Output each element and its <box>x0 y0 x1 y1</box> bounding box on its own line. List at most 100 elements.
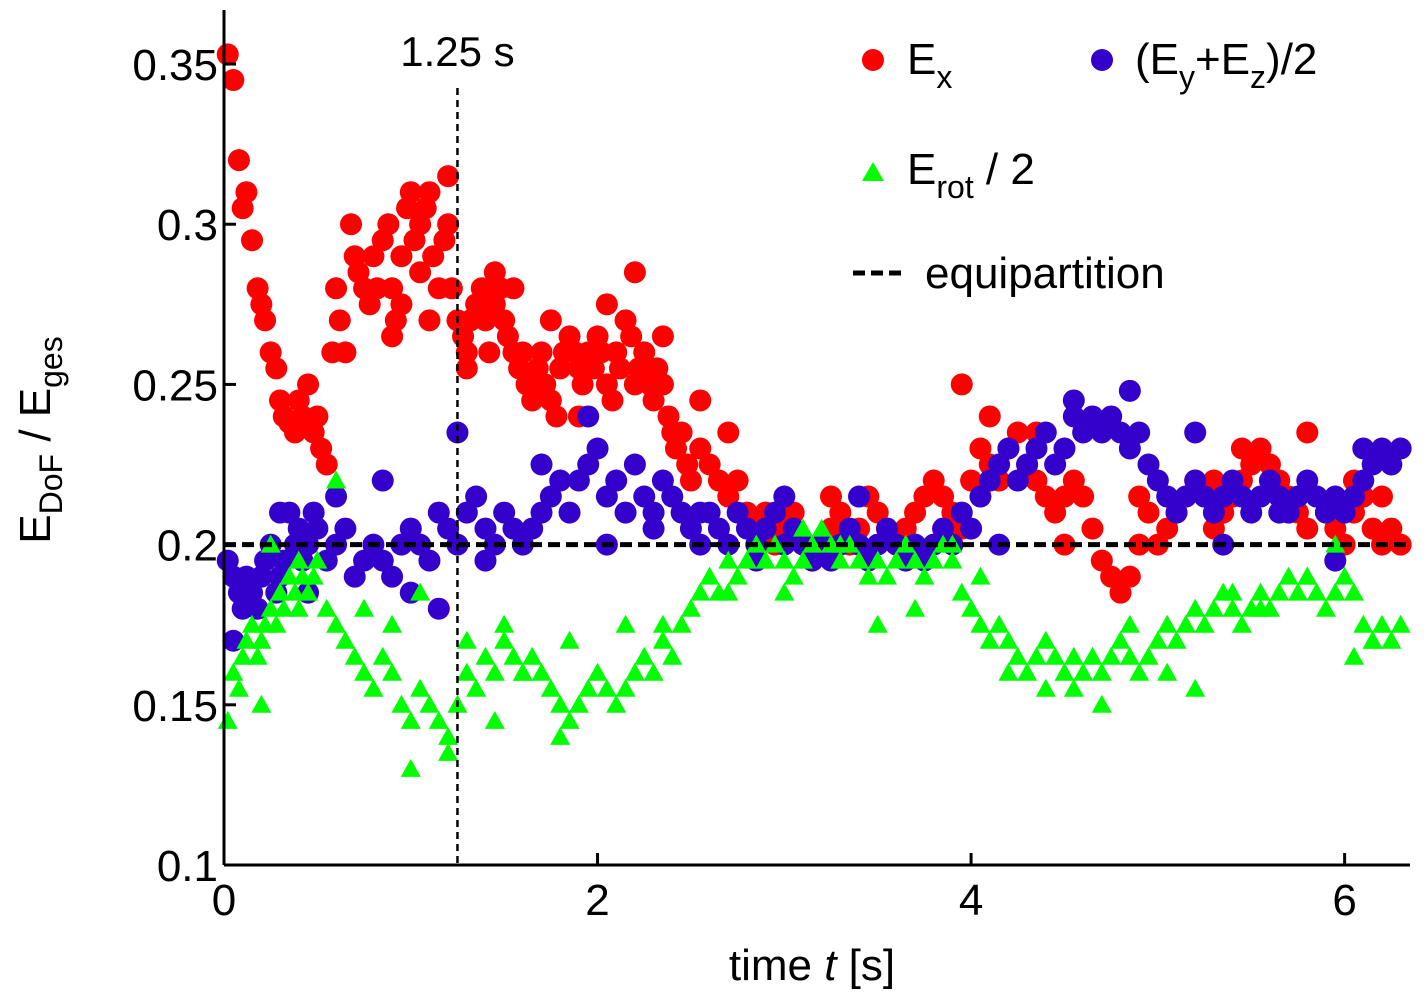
data-point <box>877 566 898 585</box>
data-point <box>521 517 544 540</box>
data-point <box>1184 421 1207 444</box>
data-point <box>1389 437 1412 460</box>
data-point <box>605 469 628 492</box>
data-point <box>1286 485 1309 508</box>
data-point <box>1185 678 1206 697</box>
data-point <box>1119 614 1140 633</box>
data-point <box>1343 582 1364 601</box>
data-point <box>671 614 692 633</box>
data-point <box>559 710 580 729</box>
data-point <box>830 550 851 569</box>
data-point <box>1184 469 1207 492</box>
data-point <box>1381 630 1402 649</box>
data-point <box>717 421 740 444</box>
data-point <box>615 678 636 697</box>
data-point <box>848 485 871 508</box>
data-point <box>273 598 294 617</box>
data-point <box>914 566 935 585</box>
data-point <box>399 517 422 540</box>
data-point <box>409 533 432 556</box>
data-point <box>1025 469 1048 492</box>
data-point <box>1053 437 1076 460</box>
legend-marker-erot <box>862 162 884 181</box>
data-point <box>829 501 852 524</box>
data-point <box>269 501 292 524</box>
data-point <box>1044 453 1067 476</box>
data-point <box>390 533 413 556</box>
data-point <box>595 485 618 508</box>
data-point <box>265 357 288 380</box>
data-point <box>437 517 460 540</box>
data-point <box>1314 501 1337 524</box>
data-point <box>284 582 305 601</box>
data-point <box>545 405 568 428</box>
data-point <box>718 550 739 569</box>
data-point <box>236 630 257 649</box>
data-point <box>470 277 493 300</box>
data-point <box>623 261 646 284</box>
data-point <box>895 534 916 553</box>
data-point <box>1101 646 1122 665</box>
data-point <box>474 549 497 572</box>
data-point <box>1072 485 1095 508</box>
data-point <box>568 694 589 713</box>
axes <box>222 10 1410 867</box>
data-point <box>287 517 310 540</box>
data-point <box>1118 437 1141 460</box>
data-point <box>1342 485 1365 508</box>
data-point <box>400 758 421 777</box>
data-point <box>484 662 505 681</box>
legend-label-erot: Erot / 2 <box>907 145 1035 205</box>
data-point <box>465 485 488 508</box>
data-point <box>419 694 440 713</box>
data-point <box>340 213 363 236</box>
data-point <box>455 357 478 380</box>
data-point <box>558 501 581 524</box>
data-point <box>615 614 636 633</box>
data-point <box>754 517 777 540</box>
y-axis-label: EDoF / Eges <box>11 336 69 543</box>
data-point <box>437 165 460 188</box>
data-point <box>652 630 673 649</box>
data-point <box>522 646 543 665</box>
data-point <box>440 277 463 300</box>
data-point <box>288 550 309 569</box>
data-point <box>1370 485 1393 508</box>
data-point <box>335 630 356 649</box>
data-point <box>232 646 253 665</box>
data-point <box>1194 614 1215 633</box>
data-point <box>736 550 757 569</box>
data-point <box>1362 630 1383 649</box>
data-point <box>539 485 562 508</box>
data-point <box>608 357 631 380</box>
data-point <box>539 309 562 332</box>
data-point <box>1202 501 1225 524</box>
data-point <box>1129 662 1150 681</box>
data-point <box>932 485 955 508</box>
data-point <box>1072 421 1095 444</box>
data-point <box>960 517 983 540</box>
data-point <box>1185 598 1206 617</box>
data-point <box>260 598 281 617</box>
data-point <box>456 662 477 681</box>
data-point <box>456 630 477 649</box>
data-point <box>774 582 795 601</box>
data-point <box>418 181 441 204</box>
data-point <box>1090 421 1113 444</box>
data-point <box>422 245 445 268</box>
data-point <box>1315 598 1336 617</box>
data-point <box>1007 646 1028 665</box>
data-point <box>661 485 684 508</box>
data-point <box>466 678 487 697</box>
x-tick-label: 4 <box>959 876 983 925</box>
data-point <box>858 566 879 585</box>
data-point <box>1147 630 1168 649</box>
x-tick-label: 2 <box>585 876 609 925</box>
data-point <box>679 469 702 492</box>
y-tick-label: 0.3 <box>157 201 218 250</box>
data-point <box>227 149 250 172</box>
data-point <box>325 277 348 300</box>
data-point <box>377 213 400 236</box>
data-point <box>1203 598 1224 617</box>
